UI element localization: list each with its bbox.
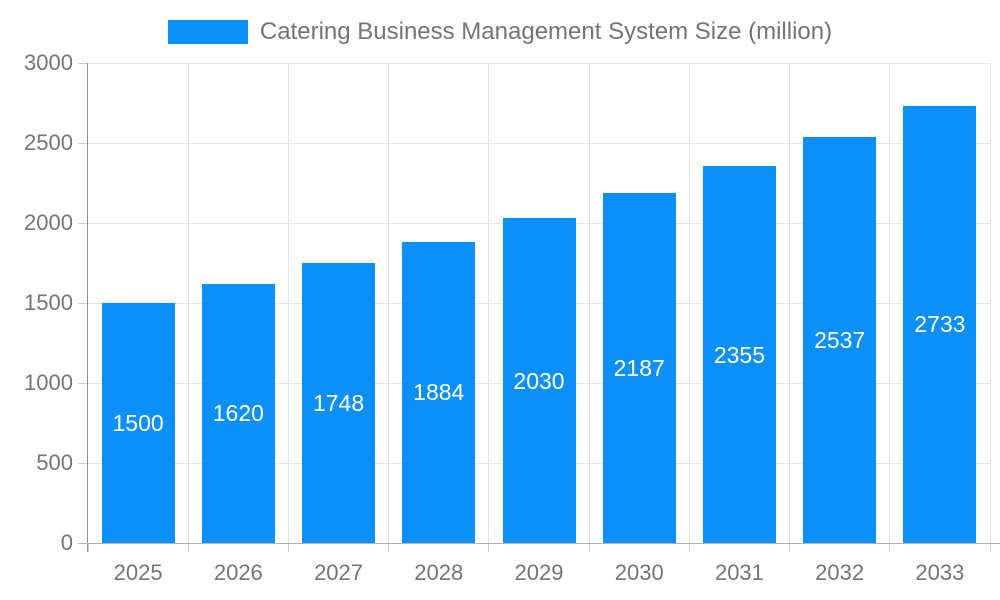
bar <box>903 105 977 543</box>
y-axis-tick-label: 3000 <box>24 50 73 75</box>
gridline-vertical <box>388 63 390 543</box>
gridline-vertical <box>789 63 791 543</box>
x-axis-tick-label: 2032 <box>815 560 865 585</box>
gridline-horizontal <box>88 62 990 64</box>
y-axis-tick <box>78 222 88 224</box>
legend-label: Catering Business Management System Size… <box>259 18 833 45</box>
y-axis-tick <box>78 382 88 384</box>
y-axis-tick-label: 1500 <box>24 290 73 315</box>
x-axis-tick <box>388 543 390 552</box>
legend-swatch-icon <box>167 20 248 44</box>
y-axis-line <box>87 63 88 552</box>
legend-item[interactable]: Catering Business Management System Size… <box>167 18 833 46</box>
gridline-vertical <box>588 63 590 543</box>
x-axis-tick <box>588 543 590 552</box>
gridline-horizontal <box>88 142 990 144</box>
gridline-vertical <box>488 63 490 543</box>
bar <box>402 241 476 543</box>
y-axis-tick-label: 1000 <box>24 370 73 395</box>
x-axis-tick-label: 2029 <box>514 560 564 585</box>
x-axis-tick <box>187 543 189 552</box>
gridline-vertical <box>889 63 891 543</box>
x-axis-tick-label: 2031 <box>714 560 764 585</box>
y-axis-tick-label: 2500 <box>24 130 73 155</box>
legend: Catering Business Management System Size… <box>0 18 1000 46</box>
y-axis-tick <box>78 62 88 64</box>
x-axis-line <box>78 542 1000 544</box>
x-axis-tick <box>989 543 991 552</box>
y-axis-tick-label: 2000 <box>24 210 73 235</box>
bar <box>201 283 275 543</box>
x-axis-tick <box>789 543 791 552</box>
x-axis-tick-label: 2027 <box>314 560 364 585</box>
bar <box>101 303 175 543</box>
y-axis-tick-label: 0 <box>60 530 73 555</box>
bar <box>602 193 676 543</box>
x-axis-tick-label: 2025 <box>113 560 163 585</box>
x-axis-tick-label: 2028 <box>414 560 464 585</box>
x-axis-tick <box>87 543 89 552</box>
y-axis-tick-label: 500 <box>36 450 73 475</box>
gridline-vertical <box>989 63 991 543</box>
x-axis-tick-label: 2026 <box>213 560 263 585</box>
bar <box>702 166 776 543</box>
y-axis-tick <box>78 462 88 464</box>
y-axis-tick <box>78 142 88 144</box>
bar <box>302 263 376 543</box>
x-axis-tick <box>688 543 690 552</box>
gridline-vertical <box>287 63 289 543</box>
bar <box>803 137 877 543</box>
x-axis-tick-label: 2030 <box>614 560 664 585</box>
x-axis-tick <box>287 543 289 552</box>
bar <box>502 218 576 543</box>
x-axis-tick <box>488 543 490 552</box>
x-axis-tick-label: 2033 <box>915 560 965 585</box>
gridline-vertical <box>688 63 690 543</box>
y-axis-tick <box>78 302 88 304</box>
x-axis-tick <box>889 543 891 552</box>
gridline-vertical <box>187 63 189 543</box>
